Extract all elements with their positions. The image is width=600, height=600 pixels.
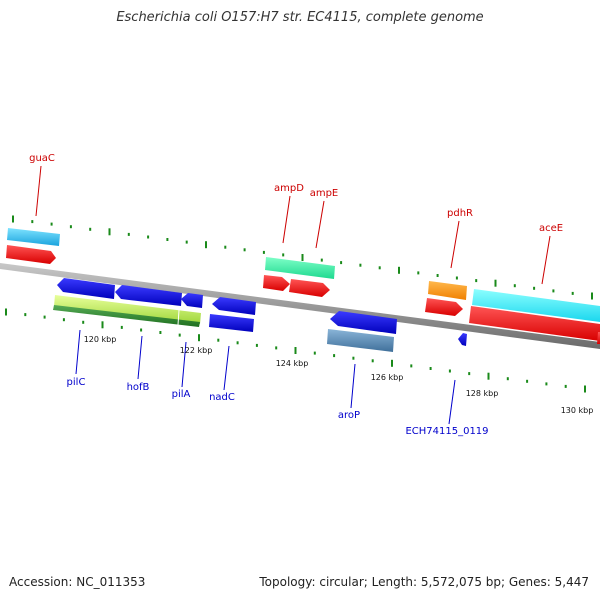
reverse-gene-labels: pilC hofB pilA nadC aroP ECH74115_0119 [67,377,489,437]
gene-label-guaC[interactable]: guaC [29,153,55,164]
gene-arrow-nadC[interactable] [212,297,256,315]
accession-text: Accession: NC_011353 [9,575,146,589]
gene-arrow-ampD-rna[interactable] [265,257,335,279]
gene-arrow-pdhR-cds[interactable] [428,281,467,300]
forward-gene-labels: guaC ampD ampE pdhR aceE [29,153,563,234]
gene-label-aceE[interactable]: aceE [539,223,563,234]
leader-pilC [75,329,81,375]
reverse-features [53,278,467,352]
leader-ECH74115_0119 [448,379,456,425]
gene-label-pilA[interactable]: pilA [172,389,191,400]
gene-label-pilC[interactable]: pilC [67,377,86,388]
gene-label-pdhR[interactable]: pdhR [447,208,473,219]
gene-cds-pilC[interactable] [54,295,201,324]
gene-cds-aroP[interactable] [327,329,394,352]
leader-guaC [35,165,42,217]
gene-arrow-pilA[interactable] [181,293,203,308]
genome-backbone [0,263,600,349]
leader-hofB [137,335,143,380]
scale-label-124: 124 kbp [276,359,309,368]
gene-cds-split [177,309,180,326]
gene-label-ampD[interactable]: ampD [274,183,304,194]
gene-arrow-aceE[interactable] [469,306,600,341]
scale-labels: 120 kbp 122 kbp 124 kbp 126 kbp 128 kbp … [84,335,594,415]
leader-pilA [181,341,187,388]
genome-title: Escherichia coli O157:H7 str. EC4115, co… [116,10,484,25]
leader-aroP [350,363,356,409]
leader-pdhR [450,220,460,269]
leader-aceE [541,235,551,285]
gene-arrow-pilC[interactable] [57,278,115,299]
inner-tick-track [5,308,586,393]
label-leader-lines [35,165,551,425]
leader-nadC [223,345,230,391]
gene-arrow-aceE-cds[interactable] [472,289,600,322]
gene-arrow-hofB[interactable] [115,285,182,306]
outer-tick-track [12,215,593,300]
gene-arrow-ECH74115_0119[interactable] [458,333,467,346]
gene-arrow-ampD[interactable] [263,275,290,291]
gene-arrow-guaC-cds[interactable] [7,228,60,246]
forward-features [6,228,600,344]
leader-ampD [282,195,291,244]
gene-label-nadC[interactable]: nadC [209,392,235,403]
gene-arrow-ampE[interactable] [289,279,330,297]
scale-label-122: 122 kbp [180,346,213,355]
leader-ampE [315,200,325,249]
gene-cds-nadC[interactable] [209,314,254,332]
scale-label-120: 120 kbp [84,335,117,344]
scale-label-128: 128 kbp [466,389,499,398]
scale-label-126: 126 kbp [371,373,404,382]
gene-label-hofB[interactable]: hofB [127,382,150,393]
scale-label-130: 130 kbp [561,406,594,415]
gene-arrow-guaC[interactable] [6,245,56,264]
gene-cds-pilC-lower[interactable] [53,305,200,327]
gene-label-aroP[interactable]: aroP [338,410,360,421]
gene-label-ampE[interactable]: ampE [310,188,339,199]
gene-arrow-pdhR[interactable] [425,298,463,316]
gene-arrow-aceF-partial[interactable] [597,332,600,344]
genome-summary-text: Topology: circular; Length: 5,572,075 bp… [259,575,589,589]
gene-arrow-aroP[interactable] [330,311,397,334]
gene-label-ECH74115_0119[interactable]: ECH74115_0119 [405,426,488,437]
